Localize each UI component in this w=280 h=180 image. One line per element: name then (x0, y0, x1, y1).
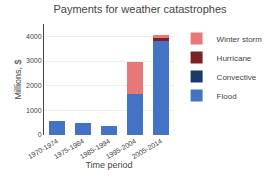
svg-text:Payments for weather catastrop: Payments for weather catastrophes (53, 3, 227, 15)
svg-text:1975-1984: 1975-1984 (53, 137, 86, 160)
svg-text:0: 0 (38, 131, 42, 138)
svg-text:Winter storm: Winter storm (217, 35, 263, 44)
svg-text:2000: 2000 (26, 82, 42, 89)
svg-text:Millions, $: Millions, $ (13, 59, 23, 99)
svg-text:1000: 1000 (26, 107, 42, 114)
svg-text:4000: 4000 (26, 33, 42, 40)
svg-text:Flood: Flood (217, 92, 237, 101)
svg-text:1985-1994: 1985-1994 (79, 137, 112, 160)
svg-text:2005-2014: 2005-2014 (131, 137, 164, 160)
svg-text:Convective: Convective (217, 73, 257, 82)
svg-text:Hurricane: Hurricane (217, 54, 252, 63)
svg-text:1995-2004: 1995-2004 (105, 137, 138, 160)
svg-text:1970-1974: 1970-1974 (27, 137, 60, 160)
svg-text:3000: 3000 (26, 57, 42, 64)
svg-text:Time period: Time period (85, 160, 132, 170)
